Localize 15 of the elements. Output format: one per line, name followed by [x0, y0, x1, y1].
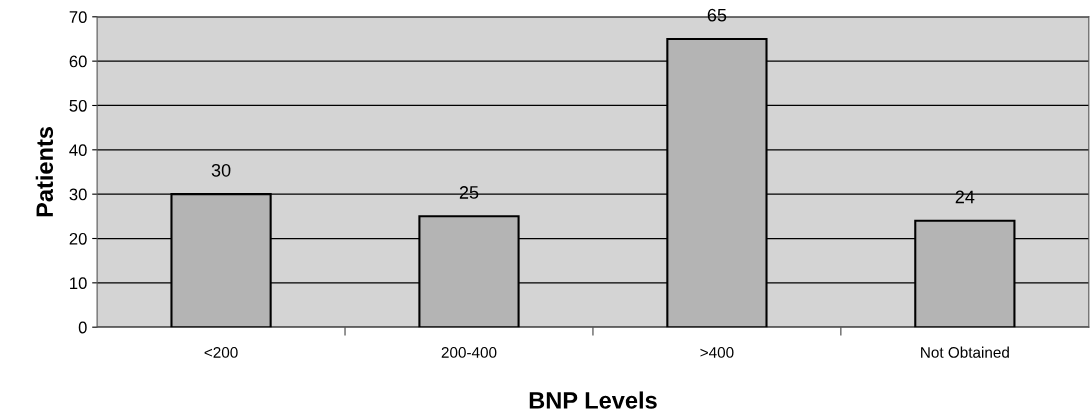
- x-tick-label: 200-400: [441, 347, 497, 358]
- x-axis-title: BNP Levels: [529, 391, 657, 409]
- y-tick-label: 70: [69, 11, 87, 23]
- y-tick-label: 60: [69, 55, 87, 68]
- y-tick-label: 50: [69, 99, 87, 112]
- y-tick-label: 10: [70, 277, 87, 290]
- data-label: 30: [211, 163, 231, 177]
- x-tick-label: >400: [700, 347, 734, 358]
- y-tick-label: 40: [69, 144, 87, 157]
- y-tick-label: 0: [78, 321, 87, 334]
- y-axis-title: Patients: [35, 127, 54, 217]
- x-tick-label: Not Obtained: [921, 346, 1009, 358]
- y-tick-label: 30: [69, 188, 87, 201]
- x-tick-label: <200: [204, 347, 238, 358]
- y-tick-label: 20: [69, 232, 87, 245]
